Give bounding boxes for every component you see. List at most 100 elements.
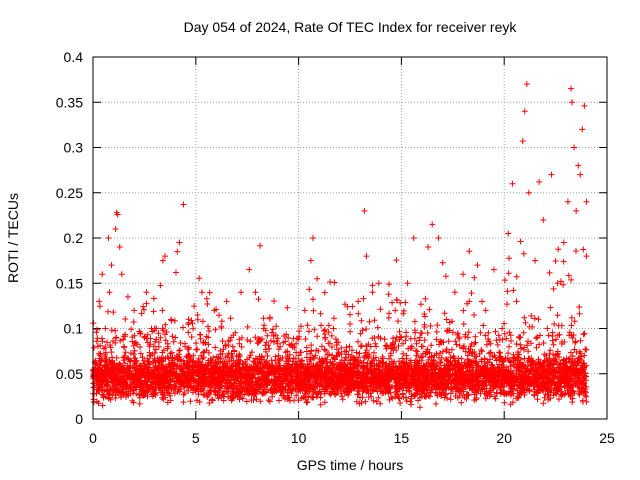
scatter-point [102, 325, 109, 332]
scatter-point [429, 221, 436, 228]
scatter-point [474, 262, 481, 269]
scatter-point [404, 280, 411, 287]
scatter-point [96, 298, 103, 305]
scatter-point [176, 239, 183, 246]
scatter-point [112, 225, 119, 232]
scatter-point [355, 298, 362, 305]
scatter-point [460, 271, 467, 278]
scatter-point [577, 171, 584, 178]
x-tick-label: 10 [291, 430, 307, 446]
scatter-point [99, 271, 106, 278]
scatter-point [168, 316, 175, 323]
scatter-point [568, 85, 575, 92]
scatter-point [277, 343, 284, 350]
x-tick-label: 0 [89, 430, 97, 446]
scatter-point [571, 144, 578, 151]
scatter-point [560, 239, 567, 246]
scatter-point [519, 138, 526, 145]
y-tick-label: 0.35 [56, 94, 83, 110]
scatter-point [521, 108, 528, 115]
scatter-point [172, 334, 179, 341]
scatter-point [118, 271, 125, 278]
scatter-point [159, 257, 166, 264]
y-tick-label: 0.3 [64, 140, 84, 156]
scatter-point [105, 235, 112, 241]
scatter-point [268, 366, 275, 373]
scatter-point [416, 334, 423, 341]
scatter-point [116, 244, 123, 251]
scatter-point [375, 280, 382, 287]
scatter-point [548, 171, 555, 178]
scatter-point [252, 289, 259, 296]
scatter-point [223, 298, 230, 305]
scatter-point [137, 330, 144, 337]
y-tick-label: 0 [75, 411, 83, 427]
scatter-point [120, 343, 127, 350]
scatter-point [347, 320, 353, 327]
scatter-point [174, 248, 181, 255]
scatter-point [307, 257, 314, 264]
y-tick-label: 0.2 [64, 230, 84, 246]
scatter-point [398, 334, 405, 341]
scatter-point [544, 325, 551, 332]
scatter-point [161, 253, 168, 260]
scatter-point [410, 235, 417, 241]
y-tick-label: 0.05 [56, 366, 83, 382]
scatter-point [581, 102, 588, 109]
scatter-point [285, 357, 292, 364]
scatter-point [363, 253, 370, 260]
scatter-point [246, 266, 253, 273]
scatter-point-cloud [90, 238, 590, 411]
scatter-point [532, 257, 539, 264]
scatter-point [217, 366, 224, 373]
y-axis-label: ROTI / TECUs [5, 193, 21, 283]
scatter-point [124, 293, 131, 300]
scatter-point [392, 307, 399, 314]
scatter-point [309, 235, 316, 241]
scatter-marks [93, 81, 590, 382]
scatter-point [451, 289, 458, 296]
chart-title: Day 054 of 2024, Rate Of TEC Index for r… [184, 19, 518, 35]
scatter-cloud-marks [90, 238, 590, 411]
scatter-point [180, 201, 187, 208]
scatter-point [229, 343, 236, 350]
scatter-point [554, 280, 561, 287]
scatter-point [110, 361, 117, 368]
scatter-point [211, 307, 218, 314]
scatter-point [322, 334, 329, 341]
scatter-point [573, 207, 580, 214]
scatter-point [260, 325, 267, 332]
scatter-point [505, 230, 512, 237]
plot-frame [92, 56, 608, 420]
x-tick-label: 15 [394, 430, 410, 446]
scatter-point [293, 361, 300, 368]
scatter-point [93, 375, 100, 382]
scatter-point [330, 325, 337, 332]
scatter-point [564, 198, 571, 205]
scatter-point [192, 361, 199, 368]
scatter-point [106, 289, 113, 296]
scatter-point [131, 307, 138, 314]
grid-layer [93, 57, 607, 419]
scatter-point [369, 289, 376, 296]
scatter-point [238, 289, 245, 296]
scatter-point [509, 180, 516, 187]
y-tick-label: 0.25 [56, 185, 83, 201]
scatter-point [143, 289, 150, 296]
scatter-point [198, 289, 205, 296]
scatter-point [490, 266, 497, 273]
scatter-point [523, 81, 530, 88]
scatter-point [540, 216, 547, 223]
scatter-point [114, 211, 121, 218]
scatter-point [435, 235, 442, 241]
scatter-point [525, 189, 532, 196]
scatter-point [186, 352, 193, 359]
scatter-point [205, 334, 212, 341]
scatter-point [575, 162, 582, 169]
scatter-point [443, 316, 450, 323]
scatter-point [425, 244, 432, 251]
scatter-point [361, 207, 368, 214]
scatter-point [384, 343, 391, 350]
scatter-point [108, 262, 115, 269]
